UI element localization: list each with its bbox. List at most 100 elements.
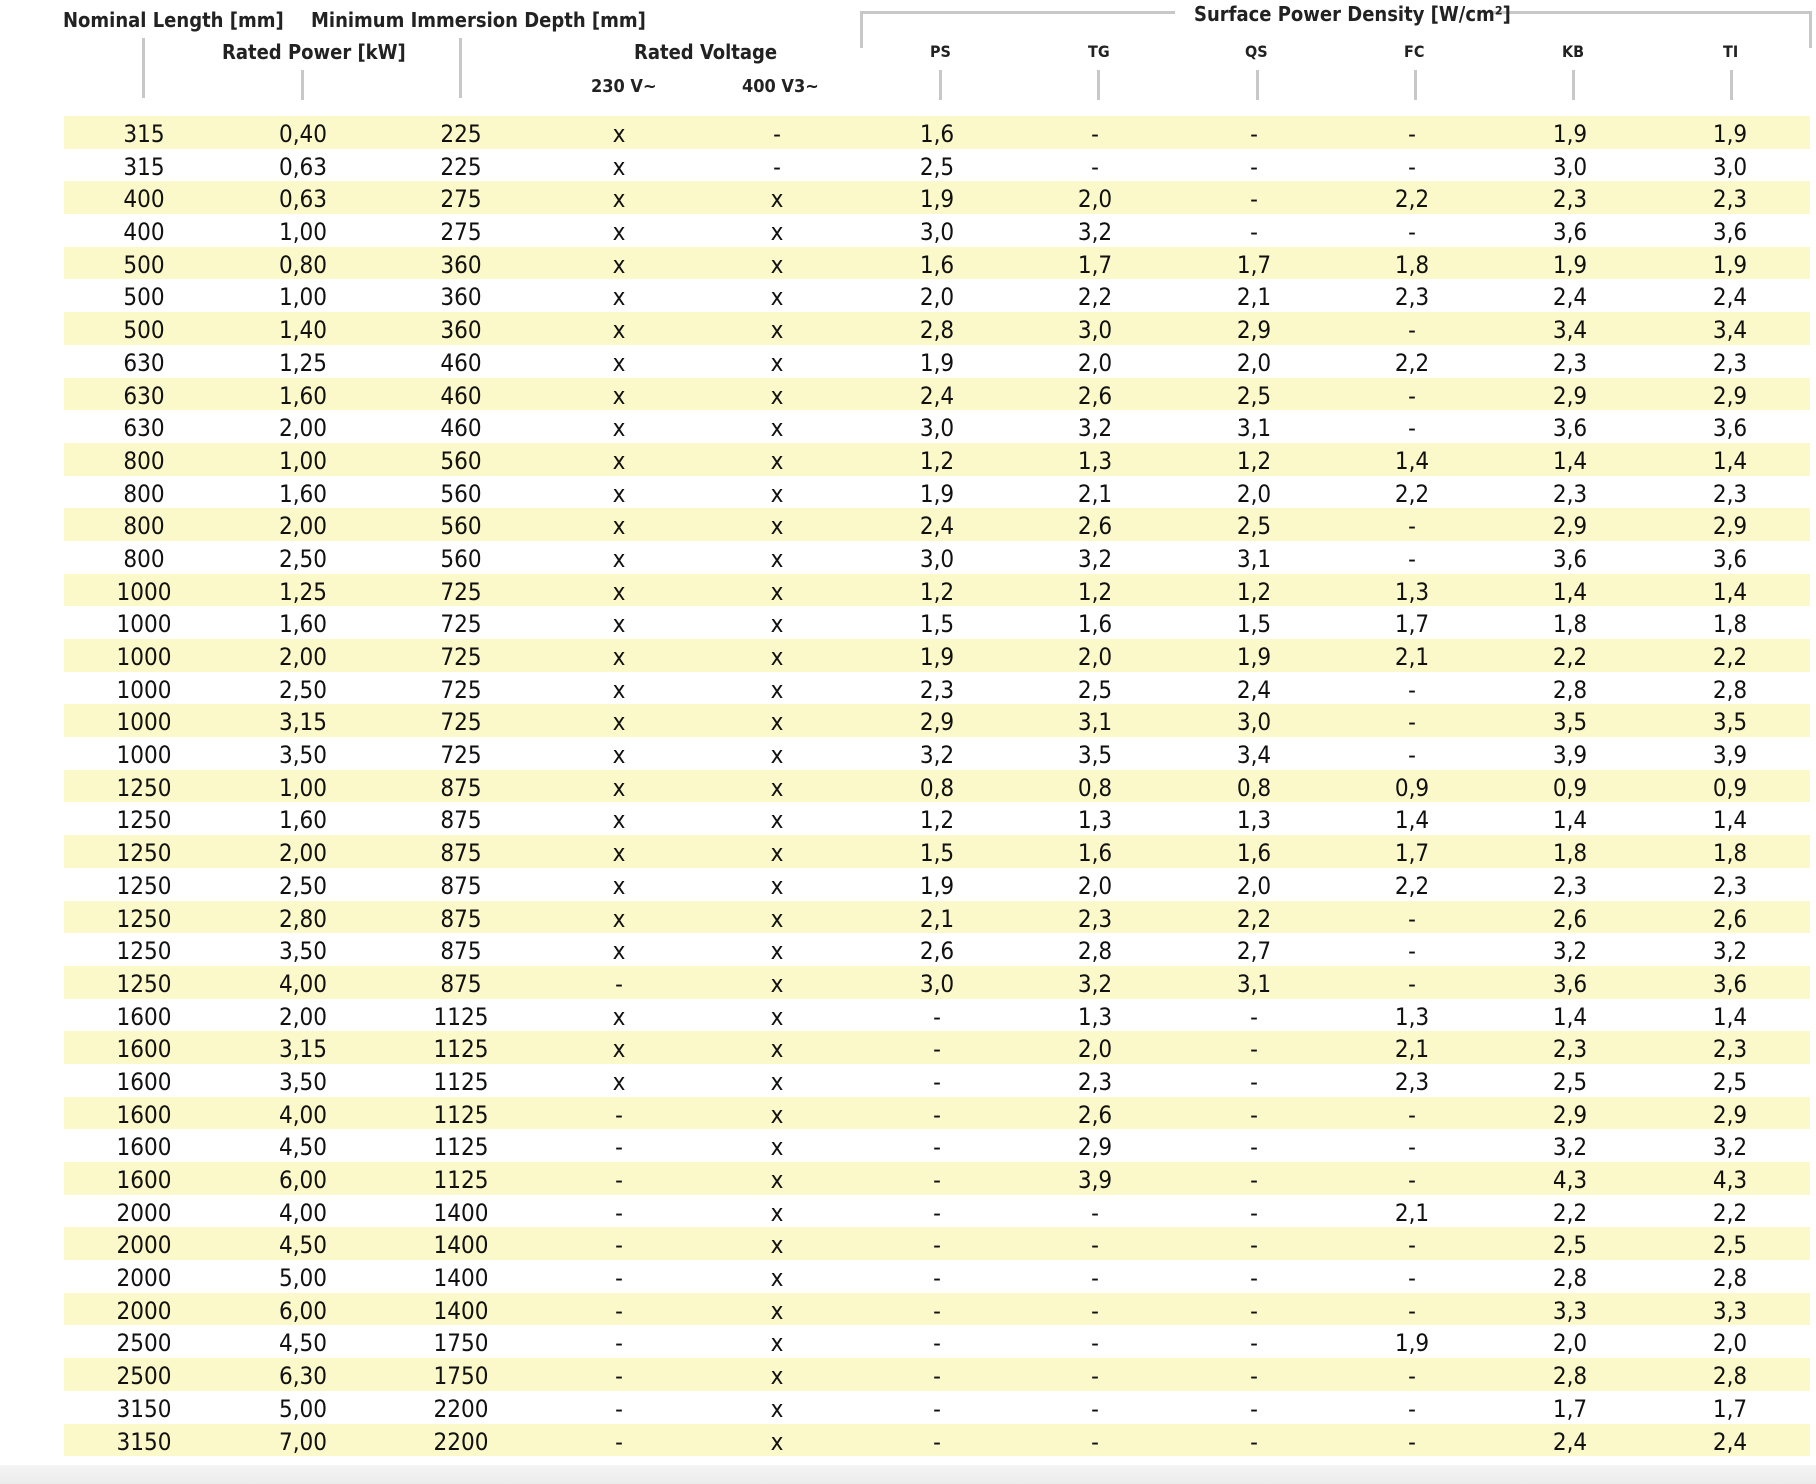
cell-tg: 2,1: [1077, 479, 1113, 508]
cell-tg: 1,3: [1077, 1002, 1113, 1031]
cell-qs: -: [1250, 1394, 1258, 1423]
cell-kb: 2,3: [1552, 1035, 1588, 1064]
cell-ps: -: [933, 1264, 941, 1293]
guide-tick-qs: [1256, 70, 1259, 100]
cell-rated-power: 1,60: [278, 479, 328, 508]
guide-tick-kb: [1572, 70, 1575, 100]
cell-ps: 1,6: [919, 250, 955, 279]
cell-nominal-length: 630: [123, 381, 165, 410]
cell-rated-power: 1,00: [278, 773, 328, 802]
cell-nominal-length: 1600: [116, 1035, 172, 1064]
cell-rated-power: 4,50: [278, 1231, 328, 1260]
cell-fc: -: [1408, 512, 1416, 541]
cell-rated-power: 1,00: [278, 218, 328, 247]
cell-ti: 1,4: [1712, 1002, 1748, 1031]
cell-fc: -: [1408, 675, 1416, 704]
cell-immersion-depth: 560: [440, 479, 482, 508]
cell-ps: 2,3: [919, 675, 955, 704]
cell-rated-power: 2,50: [278, 871, 328, 900]
cell-nominal-length: 315: [123, 152, 165, 181]
cell-rated-power: 0,40: [278, 120, 328, 148]
cell-kb: 2,5: [1552, 1231, 1588, 1260]
cell-fc: -: [1408, 120, 1416, 148]
cell-ps: 2,5: [919, 152, 955, 181]
cell-v230: -: [615, 1166, 623, 1194]
cell-rated-power: 3,50: [278, 741, 328, 770]
cell-qs: -: [1250, 1166, 1258, 1194]
cell-tg: -: [1091, 1296, 1099, 1325]
cell-rated-power: 0,80: [278, 250, 328, 279]
cell-ti: 1,4: [1712, 577, 1748, 606]
cell-ps: 3,0: [919, 414, 955, 443]
cell-v230: x: [612, 1035, 626, 1064]
cell-qs: 3,1: [1236, 414, 1272, 443]
cell-rated-power: 4,00: [278, 969, 328, 998]
header-ti: TI: [1723, 42, 1739, 61]
cell-ps: 1,9: [919, 185, 955, 214]
cell-kb: 2,8: [1552, 1362, 1588, 1391]
guide-tick-fc: [1414, 70, 1417, 100]
cell-ti: 2,5: [1712, 1231, 1748, 1260]
cell-v230: x: [612, 348, 626, 377]
cell-qs: 3,4: [1236, 741, 1272, 770]
cell-nominal-length: 1600: [116, 1002, 172, 1031]
cell-rated-power: 1,60: [278, 610, 328, 639]
cell-v230: x: [612, 316, 626, 345]
cell-rated-power: 1,25: [278, 577, 328, 606]
cell-ps: 2,1: [919, 904, 955, 933]
cell-qs: 2,4: [1236, 675, 1272, 704]
cell-fc: 2,1: [1394, 643, 1430, 671]
cell-v230: x: [612, 544, 626, 573]
cell-ti: 2,4: [1712, 283, 1748, 312]
header-230v: 230 V~: [591, 76, 657, 97]
header-rated-power: Rated Power [kW]: [222, 40, 406, 64]
cell-kb: 1,4: [1552, 446, 1588, 475]
cell-v400: x: [770, 250, 784, 279]
cell-v400: x: [770, 839, 784, 868]
cell-fc: -: [1408, 904, 1416, 933]
cell-v400: x: [770, 283, 784, 312]
cell-immersion-depth: 725: [440, 675, 482, 704]
cell-rated-power: 3,50: [278, 937, 328, 966]
cell-qs: -: [1250, 1427, 1258, 1456]
table-row: 3150 5,00 2200 - x - - - - 1,7 1,7: [64, 1391, 1810, 1424]
cell-tg: 1,6: [1077, 839, 1113, 868]
cell-qs: -: [1250, 1002, 1258, 1031]
table-row: 1000 3,50 725 x x 3,2 3,5 3,4 - 3,9 3,9: [64, 737, 1810, 770]
cell-tg: -: [1091, 1427, 1099, 1456]
cell-immersion-depth: 875: [440, 839, 482, 868]
cell-qs: -: [1250, 1296, 1258, 1325]
cell-immersion-depth: 1125: [433, 1100, 489, 1129]
cell-fc: -: [1408, 1231, 1416, 1260]
cell-v400: x: [770, 1002, 784, 1031]
cell-nominal-length: 1000: [116, 708, 172, 737]
table-row: 1600 4,50 1125 - x - 2,9 - - 3,2 3,2: [64, 1129, 1810, 1162]
cell-ti: 2,3: [1712, 185, 1748, 214]
header-ps: PS: [930, 42, 951, 61]
cell-qs: 3,0: [1236, 708, 1272, 737]
cell-qs: 3,1: [1236, 544, 1272, 573]
cell-v230: x: [612, 152, 626, 181]
cell-nominal-length: 1250: [116, 904, 172, 933]
cell-qs: -: [1250, 1133, 1258, 1162]
cell-qs: -: [1250, 152, 1258, 181]
cell-ps: 3,0: [919, 969, 955, 998]
guide-tick-nominal-length: [142, 38, 145, 98]
cell-ti: 2,2: [1712, 1198, 1748, 1227]
cell-tg: 3,2: [1077, 544, 1113, 573]
cell-rated-power: 0,63: [278, 185, 328, 214]
header-surface-power-density: Surface Power Density [W/cm²]: [1194, 2, 1511, 26]
table-row: 1000 1,25 725 x x 1,2 1,2 1,2 1,3 1,4 1,4: [64, 573, 1810, 607]
cell-ti: 3,5: [1712, 708, 1748, 737]
cell-rated-power: 3,50: [278, 1067, 328, 1096]
cell-ti: 3,3: [1712, 1296, 1748, 1325]
cell-nominal-length: 3150: [116, 1427, 172, 1456]
table-row: 1000 3,15 725 x x 2,9 3,1 3,0 - 3,5 3,5: [64, 704, 1810, 738]
cell-kb: 1,7: [1552, 1394, 1588, 1423]
cell-v230: x: [612, 675, 626, 704]
cell-fc: 1,7: [1394, 839, 1430, 868]
cell-qs: -: [1250, 1198, 1258, 1227]
cell-rated-power: 5,00: [278, 1264, 328, 1293]
table-row: 2500 4,50 1750 - x - - - 1,9 2,0 2,0: [64, 1325, 1810, 1358]
cell-kb: 2,3: [1552, 185, 1588, 214]
